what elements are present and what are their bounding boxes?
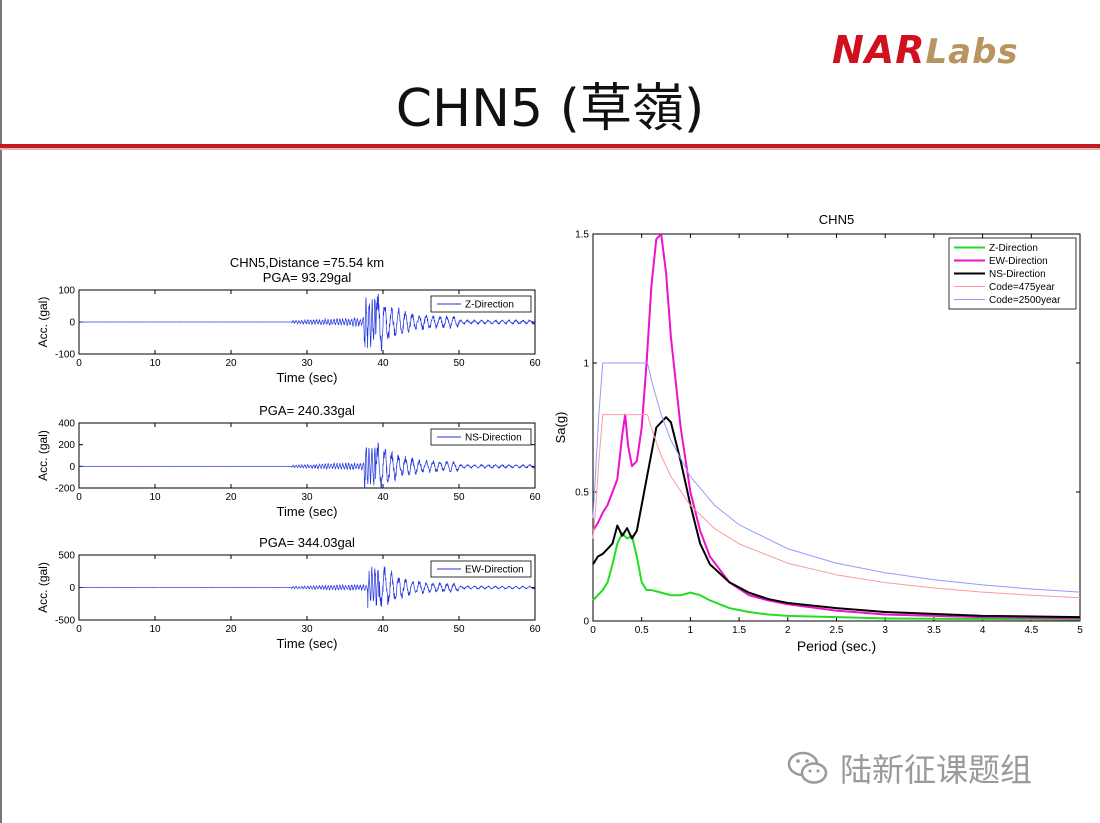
series-line-Z-Direction bbox=[592, 532, 1081, 621]
x-tick-label: 10 bbox=[149, 624, 161, 635]
x-tick-label: 3 bbox=[882, 625, 888, 636]
x-tick-label: 3.5 bbox=[927, 625, 941, 636]
title-rule bbox=[0, 144, 1100, 148]
series-line-NS-Direction bbox=[78, 442, 536, 489]
y-tick-label: -100 bbox=[55, 350, 75, 361]
y-tick-label: 0.5 bbox=[575, 488, 589, 499]
x-tick-label: 30 bbox=[301, 624, 313, 635]
x-tick-label: 40 bbox=[377, 358, 389, 369]
legend-label: Z-Direction bbox=[989, 243, 1038, 254]
y-tick-label: 0 bbox=[583, 617, 589, 628]
series-line-Code=475year bbox=[592, 414, 1081, 599]
x-tick-label: 40 bbox=[377, 624, 389, 635]
legend: Z-Direction EW-Direction NS-Direction Code=… bbox=[948, 237, 1077, 310]
y-tick-label: 1.5 bbox=[575, 230, 589, 241]
wechat-watermark: 陆新征课题组 bbox=[786, 744, 1032, 792]
legend-label: Code=2500year bbox=[989, 295, 1061, 306]
y-tick-label: 200 bbox=[58, 440, 75, 451]
x-axis-label: Period (sec.) bbox=[797, 638, 876, 654]
x-tick-label: 50 bbox=[453, 492, 465, 503]
x-tick-label: 20 bbox=[225, 492, 237, 503]
x-tick-label: 4.5 bbox=[1024, 625, 1038, 636]
x-tick-label: 10 bbox=[149, 358, 161, 369]
y-tick-label: 0 bbox=[69, 583, 75, 594]
watermark-text: 陆新征课题组 bbox=[840, 751, 1033, 789]
legend-label: Code=475year bbox=[989, 282, 1056, 293]
chart-title: CHN5,Distance =75.54 km bbox=[230, 255, 384, 270]
chart-title: PGA= 344.03gal bbox=[259, 535, 355, 550]
x-tick-label: 30 bbox=[301, 358, 313, 369]
legend-box bbox=[430, 428, 532, 446]
legend-box bbox=[430, 295, 532, 313]
series-line-Code=2500year bbox=[592, 362, 1081, 593]
legend-label: NS-Direction bbox=[465, 433, 522, 444]
legend-label: EW-Direction bbox=[465, 565, 524, 576]
x-tick-label: 2.5 bbox=[830, 625, 844, 636]
y-tick-label: -200 bbox=[55, 484, 75, 495]
x-tick-label: 2 bbox=[785, 625, 791, 636]
x-tick-label: 60 bbox=[529, 492, 541, 503]
chart-title: PGA= 240.33gal bbox=[259, 403, 355, 418]
legend: Z-Direction bbox=[430, 295, 532, 313]
logo-labs-text: Labs bbox=[925, 32, 1019, 72]
x-tick-label: 40 bbox=[377, 492, 389, 503]
series-line-NS-Direction bbox=[592, 416, 1081, 619]
legend-label: Z-Direction bbox=[465, 300, 514, 311]
x-axis-label: Time (sec) bbox=[277, 636, 338, 651]
y-axis-label: Acc. (gal) bbox=[36, 430, 50, 481]
x-tick-label: 0.5 bbox=[635, 625, 649, 636]
series-line-EW-Direction bbox=[592, 233, 1081, 620]
x-tick-label: 1.5 bbox=[732, 625, 746, 636]
y-tick-label: 0 bbox=[69, 318, 75, 329]
y-tick-label: 100 bbox=[58, 286, 75, 297]
legend-label: EW-Direction bbox=[989, 256, 1048, 267]
x-tick-label: 0 bbox=[76, 492, 82, 503]
x-tick-label: 5 bbox=[1077, 625, 1083, 636]
slide-left-border bbox=[0, 0, 2, 823]
y-axis-label: Acc. (gal) bbox=[36, 297, 50, 348]
x-tick-label: 0 bbox=[590, 625, 596, 636]
y-tick-label: -500 bbox=[55, 616, 75, 627]
y-axis-label: Acc. (gal) bbox=[36, 562, 50, 613]
series-line-Z-Direction bbox=[78, 293, 536, 352]
x-tick-label: 1 bbox=[688, 625, 694, 636]
wechat-icon bbox=[787, 751, 828, 784]
y-tick-label: 0 bbox=[69, 462, 75, 473]
legend-label: NS-Direction bbox=[989, 269, 1046, 280]
title-rule-shadow bbox=[0, 148, 1100, 150]
x-tick-label: 10 bbox=[149, 492, 161, 503]
chart-subtitle: PGA= 93.29gal bbox=[263, 270, 352, 285]
x-tick-label: 60 bbox=[529, 358, 541, 369]
y-axis-label: Sa(g) bbox=[553, 412, 568, 444]
chart-3: 0 0.5 1 1.5 2 2.5 3 3.5 4 4.5 5 0 0.5 1 1.5 CHN5 Period … bbox=[553, 212, 1083, 654]
x-axis-label: Time (sec) bbox=[277, 370, 338, 385]
logo-nar-text: NAR bbox=[832, 28, 926, 72]
legend: NS-Direction bbox=[430, 428, 532, 446]
legend-box bbox=[430, 560, 532, 578]
x-tick-label: 0 bbox=[76, 624, 82, 635]
y-tick-label: 500 bbox=[58, 551, 75, 562]
x-axis-label: Time (sec) bbox=[277, 504, 338, 519]
x-tick-label: 30 bbox=[301, 492, 313, 503]
legend: EW-Direction bbox=[430, 560, 532, 578]
x-tick-label: 50 bbox=[453, 624, 465, 635]
y-tick-label: 400 bbox=[58, 419, 75, 430]
x-tick-label: 60 bbox=[529, 624, 541, 635]
slide-title: CHN5 (草嶺) bbox=[395, 79, 705, 139]
narlabs-logo: NARLabs bbox=[832, 28, 1042, 78]
x-tick-label: 50 bbox=[453, 358, 465, 369]
x-tick-label: 20 bbox=[225, 624, 237, 635]
x-tick-label: 0 bbox=[76, 358, 82, 369]
chart-title: CHN5 bbox=[819, 212, 854, 227]
y-tick-label: 1 bbox=[583, 359, 589, 370]
x-tick-label: 4 bbox=[980, 625, 986, 636]
series-line-EW-Direction bbox=[78, 566, 536, 609]
x-tick-label: 20 bbox=[225, 358, 237, 369]
